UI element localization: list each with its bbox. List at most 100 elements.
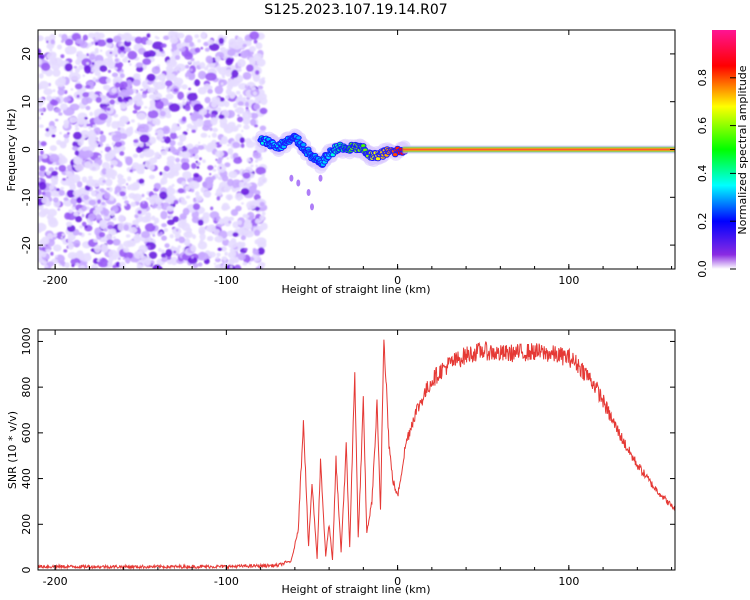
noise-speckle [93,66,97,70]
noise-speckle [185,34,193,44]
noise-speckle [134,36,143,44]
noise-speckle [58,112,63,116]
noise-speckle [96,32,105,39]
noise-speckle [71,174,81,184]
noise-speckle [99,65,108,72]
noise-speckle [81,176,88,183]
noise-speckle [226,157,229,160]
noise-speckle [137,123,150,133]
noise-speckle [224,162,231,168]
noise-speckle [74,127,80,131]
noise-speckle [105,178,113,187]
noise-speckle [114,185,122,193]
noise-speckle [49,33,56,41]
noise-speckle [68,72,81,81]
noise-speckle [78,64,84,70]
noise-speckle [54,107,62,113]
noise-speckle [148,174,155,180]
noise-speckle [76,197,82,204]
noise-speckle [257,247,265,255]
noise-speckle [97,199,102,205]
noise-speckle [129,126,134,131]
noise-speckle [233,157,243,164]
noise-speckle [208,251,216,258]
noise-speckle [54,118,59,122]
noise-speckle [199,233,206,241]
noise-speckle [245,137,252,145]
noise-speckle [69,103,80,111]
noise-speckle [114,82,121,88]
noise-speckle [172,44,178,51]
noise-speckle [106,187,110,191]
noise-speckle [154,86,160,90]
colorbar-tick-label: 0.6 [696,117,709,135]
noise-speckle [175,228,179,232]
noise-speckle [38,73,44,79]
noise-speckle [199,239,204,245]
noise-speckle [132,219,140,226]
noise-speckle [100,49,103,52]
noise-speckle [46,125,57,135]
noise-speckle [254,159,259,163]
signal-blob [393,153,398,157]
noise-speckle [135,224,139,228]
noise-speckle [73,189,83,197]
noise-speckle [216,107,222,113]
noise-speckle [183,238,191,247]
noise-speckle [191,256,194,259]
noise-speckle [158,248,162,252]
signal-blob [296,136,301,140]
noise-speckle [148,251,158,259]
noise-speckle [137,210,142,215]
noise-speckle [98,232,106,238]
noise-speckle [103,192,111,200]
noise-speckle [211,132,217,138]
noise-speckle [188,180,200,190]
noise-speckle [46,43,54,50]
noise-speckle [194,47,201,53]
noise-speckle [192,203,201,211]
noise-speckle [43,88,53,96]
noise-speckle [225,57,233,66]
noise-speckle [67,252,78,260]
noise-speckle [164,243,170,249]
noise-speckle [161,252,167,259]
noise-speckle [161,249,165,254]
noise-speckle [146,33,151,38]
noise-speckle [237,220,243,226]
signal-tail [289,174,294,182]
noise-speckle [178,69,182,72]
noise-speckle [180,200,188,205]
noise-speckle [195,160,198,164]
noise-speckle [178,236,186,244]
y-tick-label: 800 [20,377,33,398]
noise-speckle [38,58,42,66]
noise-speckle [130,201,137,207]
noise-speckle [232,232,239,237]
y-tick-label: -20 [20,236,33,254]
noise-speckle [63,197,69,201]
noise-speckle [106,77,111,84]
noise-speckle [56,139,62,145]
noise-speckle [147,81,153,85]
noise-speckle [245,106,249,110]
noise-speckle [230,257,238,264]
noise-speckle [41,154,48,159]
noise-speckle [94,41,98,46]
noise-speckle [162,125,171,135]
noise-speckle [142,201,145,204]
noise-speckle [127,50,138,60]
noise-speckle [53,197,59,203]
noise-speckle [261,211,266,216]
noise-speckle [114,141,123,148]
noise-speckle [221,175,229,182]
noise-speckle [188,60,192,64]
signal-tail [306,189,311,196]
noise-speckle [242,261,248,266]
noise-speckle [186,227,192,234]
noise-speckle [65,38,74,46]
noise-speckle [122,257,126,260]
noise-speckle [168,185,173,191]
noise-speckle [73,164,76,168]
noise-speckle [119,73,125,79]
